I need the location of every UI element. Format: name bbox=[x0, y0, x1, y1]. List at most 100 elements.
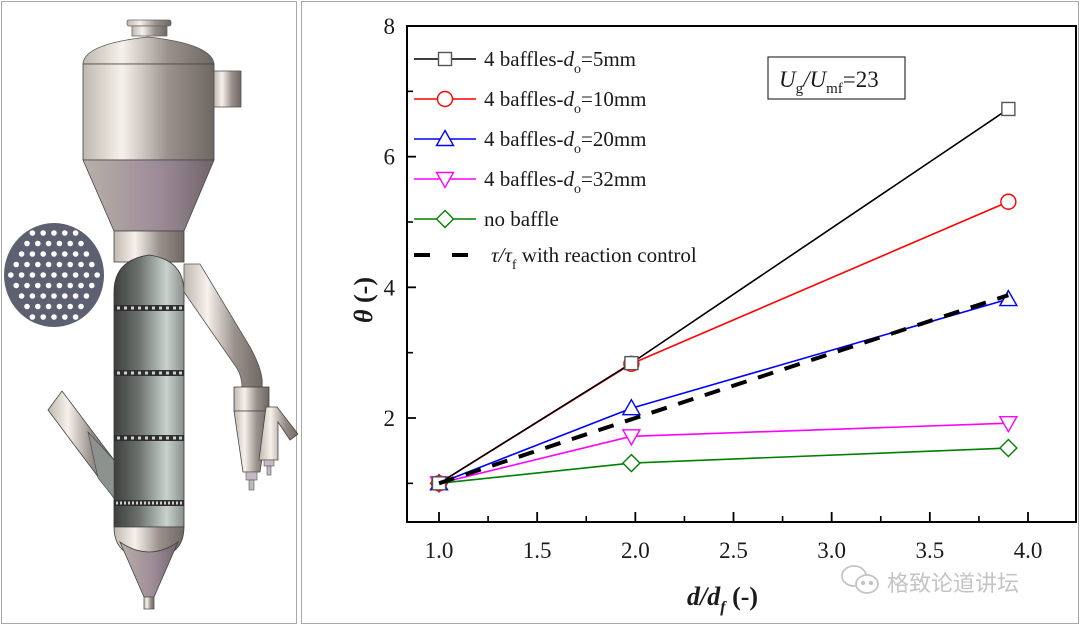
legend-label: 4 baffles-do=5mm bbox=[484, 47, 636, 77]
x-tick-label: 1.0 bbox=[425, 538, 454, 563]
legend-label: 4 baffles-do=10mm bbox=[484, 87, 647, 117]
plate-hole bbox=[35, 261, 41, 268]
plate-hole bbox=[62, 230, 68, 236]
theta-vs-diameter-chart: 2 4 6 8 1.0 1.5 2.0 2.5 3.0 3.5 4.0 4 baffles-do=5… bbox=[349, 14, 1077, 616]
plate-hole bbox=[72, 314, 79, 320]
legend-marker bbox=[435, 129, 455, 147]
plate-hole bbox=[24, 303, 30, 310]
data-point-marker bbox=[621, 453, 641, 473]
legend-marker bbox=[435, 171, 455, 189]
series-0 bbox=[431, 101, 1016, 491]
plate-hole bbox=[89, 282, 95, 289]
legend-label: 4 baffles-do=20mm bbox=[484, 127, 647, 157]
plate-hole bbox=[67, 282, 73, 289]
y-tick-label: 6 bbox=[384, 145, 396, 170]
plate-hole bbox=[56, 282, 63, 289]
plate-hole bbox=[45, 282, 52, 289]
chart-axes: 2 4 6 8 1.0 1.5 2.0 2.5 3.0 3.5 4.0 bbox=[384, 14, 1077, 563]
condition-annotation: Ug/Umf=23 bbox=[767, 56, 906, 100]
plate-hole bbox=[51, 251, 57, 257]
x-axis-title-text: d/df (-) bbox=[687, 582, 758, 616]
data-point-marker bbox=[621, 398, 642, 416]
y-axis-title-text: θ (-) bbox=[349, 277, 378, 323]
plate-hole bbox=[51, 293, 57, 299]
chart-legend: 4 baffles-do=5mm 4 baffles-do=10mm 4 baffl… bbox=[414, 47, 697, 273]
plate-hole bbox=[94, 272, 100, 278]
annotation-box bbox=[767, 56, 906, 100]
data-point-marker bbox=[621, 429, 642, 447]
x-tick-label: 1.5 bbox=[523, 538, 552, 563]
data-point-marker bbox=[998, 438, 1018, 458]
plate-hole bbox=[72, 230, 79, 236]
plate-hole bbox=[45, 303, 52, 310]
chart-series bbox=[429, 101, 1019, 494]
plate-hole bbox=[24, 261, 30, 268]
plate-hole bbox=[18, 251, 25, 257]
plate-hole bbox=[13, 261, 19, 268]
plate-hole bbox=[62, 293, 68, 299]
plate-hole bbox=[24, 282, 30, 289]
plate-hole bbox=[83, 251, 90, 257]
plate-hole bbox=[62, 272, 68, 278]
legend-entry: 4 baffles-do=5mm bbox=[414, 47, 636, 77]
legend-marker bbox=[437, 51, 453, 67]
plate-hole bbox=[35, 303, 41, 310]
legend-label: no baffle bbox=[484, 207, 559, 231]
plate-hole bbox=[40, 251, 46, 257]
series-line bbox=[438, 108, 1009, 485]
plate-hole bbox=[56, 261, 63, 268]
plate-hole bbox=[62, 314, 68, 320]
plate-hole bbox=[13, 282, 19, 289]
plate-hole bbox=[29, 293, 36, 299]
plate-hole bbox=[51, 272, 57, 278]
plate-hole bbox=[78, 240, 84, 247]
chart-panel: 2 4 6 8 1.0 1.5 2.0 2.5 3.0 3.5 4.0 4 baffles-do=5… bbox=[301, 1, 1079, 624]
plate-hole bbox=[45, 240, 52, 247]
legend-entry: 4 baffles-do=10mm bbox=[414, 87, 647, 117]
plate-hole bbox=[40, 272, 46, 278]
reactor-column bbox=[113, 254, 185, 610]
plate-hole bbox=[40, 230, 46, 236]
perforated-baffle-plate bbox=[4, 223, 104, 327]
data-point-marker bbox=[1000, 193, 1017, 210]
plate-hole bbox=[62, 251, 68, 257]
plate-hole bbox=[40, 314, 46, 320]
reactor-illustration bbox=[4, 19, 298, 610]
plate-hole bbox=[51, 314, 57, 320]
plate-hole bbox=[72, 272, 79, 278]
plot-frame bbox=[406, 25, 1077, 523]
plate-hole bbox=[67, 261, 73, 268]
legend-label: 4 baffles-do=32mm bbox=[484, 167, 647, 197]
x-tick-label: 2.5 bbox=[719, 538, 748, 563]
x-tick-label: 2.0 bbox=[621, 538, 650, 563]
plate-hole bbox=[72, 251, 79, 257]
series-5 bbox=[438, 293, 1009, 486]
watermark: 格致论道讲坛 bbox=[841, 565, 1019, 597]
plate-hole bbox=[78, 303, 84, 310]
plate-hole bbox=[67, 240, 73, 247]
legend-entry: τ/τf with reaction control bbox=[414, 243, 697, 273]
plate-hole bbox=[18, 272, 25, 278]
plate-hole bbox=[35, 240, 41, 247]
series-1 bbox=[430, 193, 1017, 492]
plate-hole bbox=[51, 230, 57, 236]
x-tick-label: 3.0 bbox=[817, 538, 846, 563]
data-point-marker bbox=[998, 416, 1019, 434]
plate-hole bbox=[67, 303, 73, 310]
plate-hole bbox=[29, 230, 36, 236]
legend-marker bbox=[435, 209, 455, 229]
reactor-inlet-pipe bbox=[47, 390, 115, 500]
series-3 bbox=[429, 416, 1019, 494]
plate-hole bbox=[45, 261, 52, 268]
legend-entry: 4 baffles-do=20mm bbox=[414, 127, 647, 157]
data-point-marker bbox=[1001, 101, 1016, 117]
x-tick-label: 4.0 bbox=[1014, 538, 1043, 563]
plate-hole bbox=[56, 240, 63, 247]
plate-hole bbox=[83, 293, 90, 299]
legend-entry: 4 baffles-do=32mm bbox=[414, 167, 647, 197]
reactor-illustration-panel bbox=[1, 1, 298, 624]
y-tick-label: 8 bbox=[384, 14, 396, 39]
legend-entry: no baffle bbox=[414, 207, 559, 231]
legend-label: τ/τf with reaction control bbox=[491, 243, 697, 273]
wechat-icon bbox=[841, 565, 879, 594]
